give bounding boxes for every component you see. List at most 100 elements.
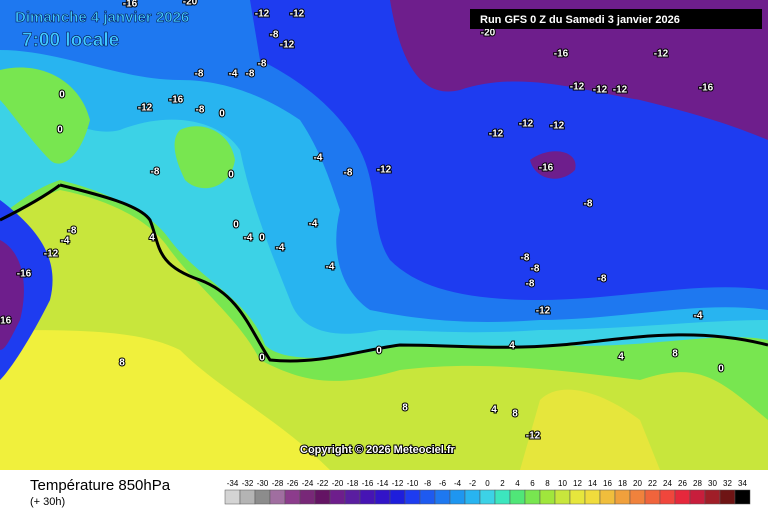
contour-label: -12 — [255, 9, 270, 20]
scale-swatch — [284, 489, 301, 505]
cold-core — [390, 0, 768, 140]
contour-label: 8 — [512, 409, 518, 420]
scale-label: 0 — [485, 479, 490, 488]
scale-label: -4 — [454, 479, 462, 488]
contour-label: -12 — [654, 49, 669, 60]
scale-swatch — [614, 489, 631, 505]
contour-label: -12 — [280, 40, 295, 51]
contour-label: -16 — [0, 316, 12, 327]
contour-label: 0 — [59, 90, 65, 101]
scale-swatch — [404, 489, 421, 505]
scale-swatch — [479, 489, 496, 505]
contour-label: 0 — [228, 170, 234, 181]
scale-swatch — [314, 489, 331, 505]
scale-swatch — [374, 489, 391, 505]
scale-swatch — [359, 489, 376, 505]
contour-label: -4 — [276, 243, 285, 254]
contour-label: -12 — [536, 306, 551, 317]
scale-swatch — [239, 489, 256, 505]
scale-label: 12 — [573, 479, 582, 488]
contour-label: 0 — [57, 125, 63, 136]
scale-swatch — [224, 489, 241, 505]
cold-core — [530, 151, 576, 179]
contour-label: 0 — [718, 364, 724, 375]
scale-label: 16 — [603, 479, 612, 488]
date: Dimanche 4 janvier 2026 — [15, 9, 189, 26]
scale-swatch — [599, 489, 616, 505]
scale-label: 2 — [500, 479, 505, 488]
scale-swatch — [389, 489, 406, 505]
contour-label: -4 — [326, 262, 335, 273]
scale-label: 24 — [663, 479, 672, 488]
scale-label: -24 — [302, 479, 314, 488]
scale-swatch — [644, 489, 661, 505]
scale-swatch — [629, 489, 646, 505]
contour-label: -12 — [526, 431, 541, 442]
contour-label: -8 — [598, 274, 607, 285]
contour-label: 0 — [376, 346, 382, 357]
contour-label: -12 — [138, 103, 153, 114]
contour-label: -20 — [481, 28, 496, 39]
zero-isotherm — [59, 183, 768, 363]
scale-swatch — [419, 489, 436, 505]
contour-label: -4 — [309, 219, 318, 230]
contour-label: -8 — [196, 105, 205, 116]
contour-label: -12 — [570, 82, 585, 93]
scale-swatch — [674, 489, 691, 505]
scale-swatch — [344, 489, 361, 505]
deep-blue-region — [0, 200, 53, 380]
contour-label: -12 — [377, 165, 392, 176]
contour-label: -4 — [244, 233, 253, 244]
scale-label: 22 — [648, 479, 657, 488]
contour-label: -16 — [699, 83, 714, 94]
scale-swatch — [554, 489, 571, 505]
contour-label: -12 — [489, 129, 504, 140]
contour-label: -12 — [290, 9, 305, 20]
scale-label: -28 — [272, 479, 284, 488]
scale-swatch — [434, 489, 451, 505]
contour-label: -4 — [694, 311, 703, 322]
contour-label: -8 — [195, 69, 204, 80]
scale-swatch — [719, 489, 736, 505]
scale-label: -6 — [439, 479, 447, 488]
scale-swatch — [464, 489, 481, 505]
scale-label: 14 — [588, 479, 597, 488]
scale-label: -34 — [227, 479, 239, 488]
contour-labels: -16 -20-12 -12-8-12-20-16 -12-8 -4 -8-8-12-16… — [0, 0, 725, 459]
contour-label: -8 — [68, 226, 77, 237]
cold-core — [0, 240, 24, 350]
scale-swatch — [494, 489, 511, 505]
contour-label: -4 — [61, 236, 70, 247]
contour-label: -8 — [151, 167, 160, 178]
contour-label: -16 — [554, 49, 569, 60]
contour-label: 8 — [402, 403, 408, 414]
contour-label: 8 — [119, 358, 125, 369]
warm-region — [520, 389, 660, 470]
contour-label: -8 — [344, 168, 353, 179]
contour-label: 0 — [259, 233, 265, 244]
scale-swatch — [584, 489, 601, 505]
scale-label: 4 — [515, 479, 520, 488]
contour-label: -16 — [169, 95, 184, 106]
time: 7:00 locale — [22, 30, 119, 51]
contour-label: 0 — [259, 353, 265, 364]
scale-swatch — [254, 489, 271, 505]
contour-label: -8 — [246, 69, 255, 80]
contour-label: -12 — [613, 85, 628, 96]
scale-label: 6 — [530, 479, 535, 488]
copyright: Copyright © 2026 Meteociel.fr — [300, 444, 456, 456]
scale-label: 10 — [558, 479, 567, 488]
contour-label: -8 — [526, 279, 535, 290]
land-patch — [174, 126, 235, 189]
scale-label: 34 — [738, 479, 747, 488]
scale-label: -30 — [257, 479, 269, 488]
run-info: Run GFS 0 Z du Samedi 3 janvier 2026 — [480, 14, 680, 26]
scale-label: -10 — [407, 479, 419, 488]
color-scale: -34 -32 -30 -28 -26 -24 -22 -20 -18 -16 -14 -12 -10-… — [224, 479, 751, 505]
scale-swatch — [704, 489, 721, 505]
contour-label: 0 — [219, 109, 225, 120]
scale-label: -32 — [242, 479, 254, 488]
contour-label: 0 — [233, 220, 239, 231]
scale-swatch — [299, 489, 316, 505]
